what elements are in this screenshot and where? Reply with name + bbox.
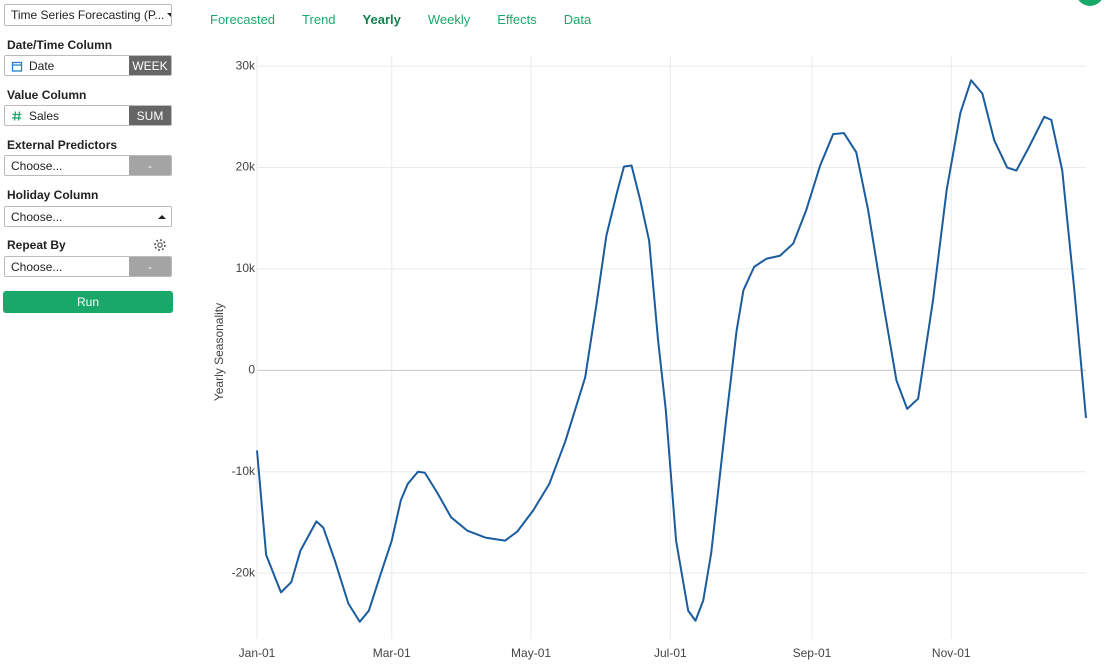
field-label: Date/Time Column [7, 38, 113, 52]
field-input[interactable]: Choose... - [4, 256, 172, 277]
field-value: Sales [29, 108, 60, 123]
series-line [256, 79, 1087, 623]
field-input[interactable]: Sales SUM [4, 105, 172, 126]
y-tick-label: 10k [236, 261, 256, 275]
tab-bar: Forecasted Trend Yearly Weekly Effects Data [210, 12, 591, 27]
tab[interactable]: Weekly [427, 12, 471, 27]
field-button[interactable]: WEEK [129, 56, 171, 75]
field-value: Choose... [11, 209, 63, 224]
field-button[interactable]: - [129, 257, 171, 276]
field-input[interactable]: Choose... - [4, 155, 172, 176]
field-input[interactable]: Choose... [4, 206, 172, 227]
tab[interactable]: Effects [497, 12, 537, 27]
caret [158, 214, 166, 219]
x-tick-label: Jul-01 [654, 646, 687, 660]
x-tick-label: Nov-01 [932, 646, 971, 660]
field-label: Repeat By [7, 238, 66, 252]
tab[interactable]: Forecasted [210, 12, 276, 27]
field-button[interactable]: - [129, 156, 171, 175]
y-tick-label: -20k [232, 565, 256, 579]
field-label: Value Column [7, 88, 87, 102]
run-button[interactable]: Run [3, 291, 173, 313]
field-label: Holiday Column [7, 188, 99, 202]
field-value: Date [29, 58, 55, 73]
avatar[interactable] [1076, 0, 1104, 6]
y-tick-label: 30k [236, 58, 256, 72]
field-button[interactable]: SUM [129, 106, 171, 125]
y-tick-label: 20k [236, 160, 256, 174]
field-input[interactable]: Date WEEK [4, 55, 172, 76]
x-tick-label: Jan-01 [239, 646, 276, 660]
caret [167, 13, 171, 17]
field-value: Choose... [11, 158, 63, 173]
tab[interactable]: Data [563, 12, 592, 27]
analysis-text: Time Series Forecasting (P... [11, 8, 165, 22]
y-axis-label: Yearly Seasonality [212, 303, 226, 401]
calendar-icon [11, 61, 23, 72]
number-icon [12, 110, 22, 121]
tab[interactable]: Trend [302, 12, 336, 27]
y-tick-label: -10k [232, 464, 256, 478]
field-value: Choose... [11, 259, 63, 274]
analysis-select[interactable]: Time Series Forecasting (P... [4, 4, 172, 26]
x-tick-label: Mar-01 [373, 646, 411, 660]
y-tick-label: 0 [248, 362, 255, 376]
x-tick-label: May-01 [511, 646, 551, 660]
x-tick-label: Sep-01 [793, 646, 832, 660]
tab[interactable]: Yearly [362, 12, 401, 27]
settings-icon[interactable] [153, 238, 167, 252]
field-label: External Predictors [7, 138, 118, 152]
